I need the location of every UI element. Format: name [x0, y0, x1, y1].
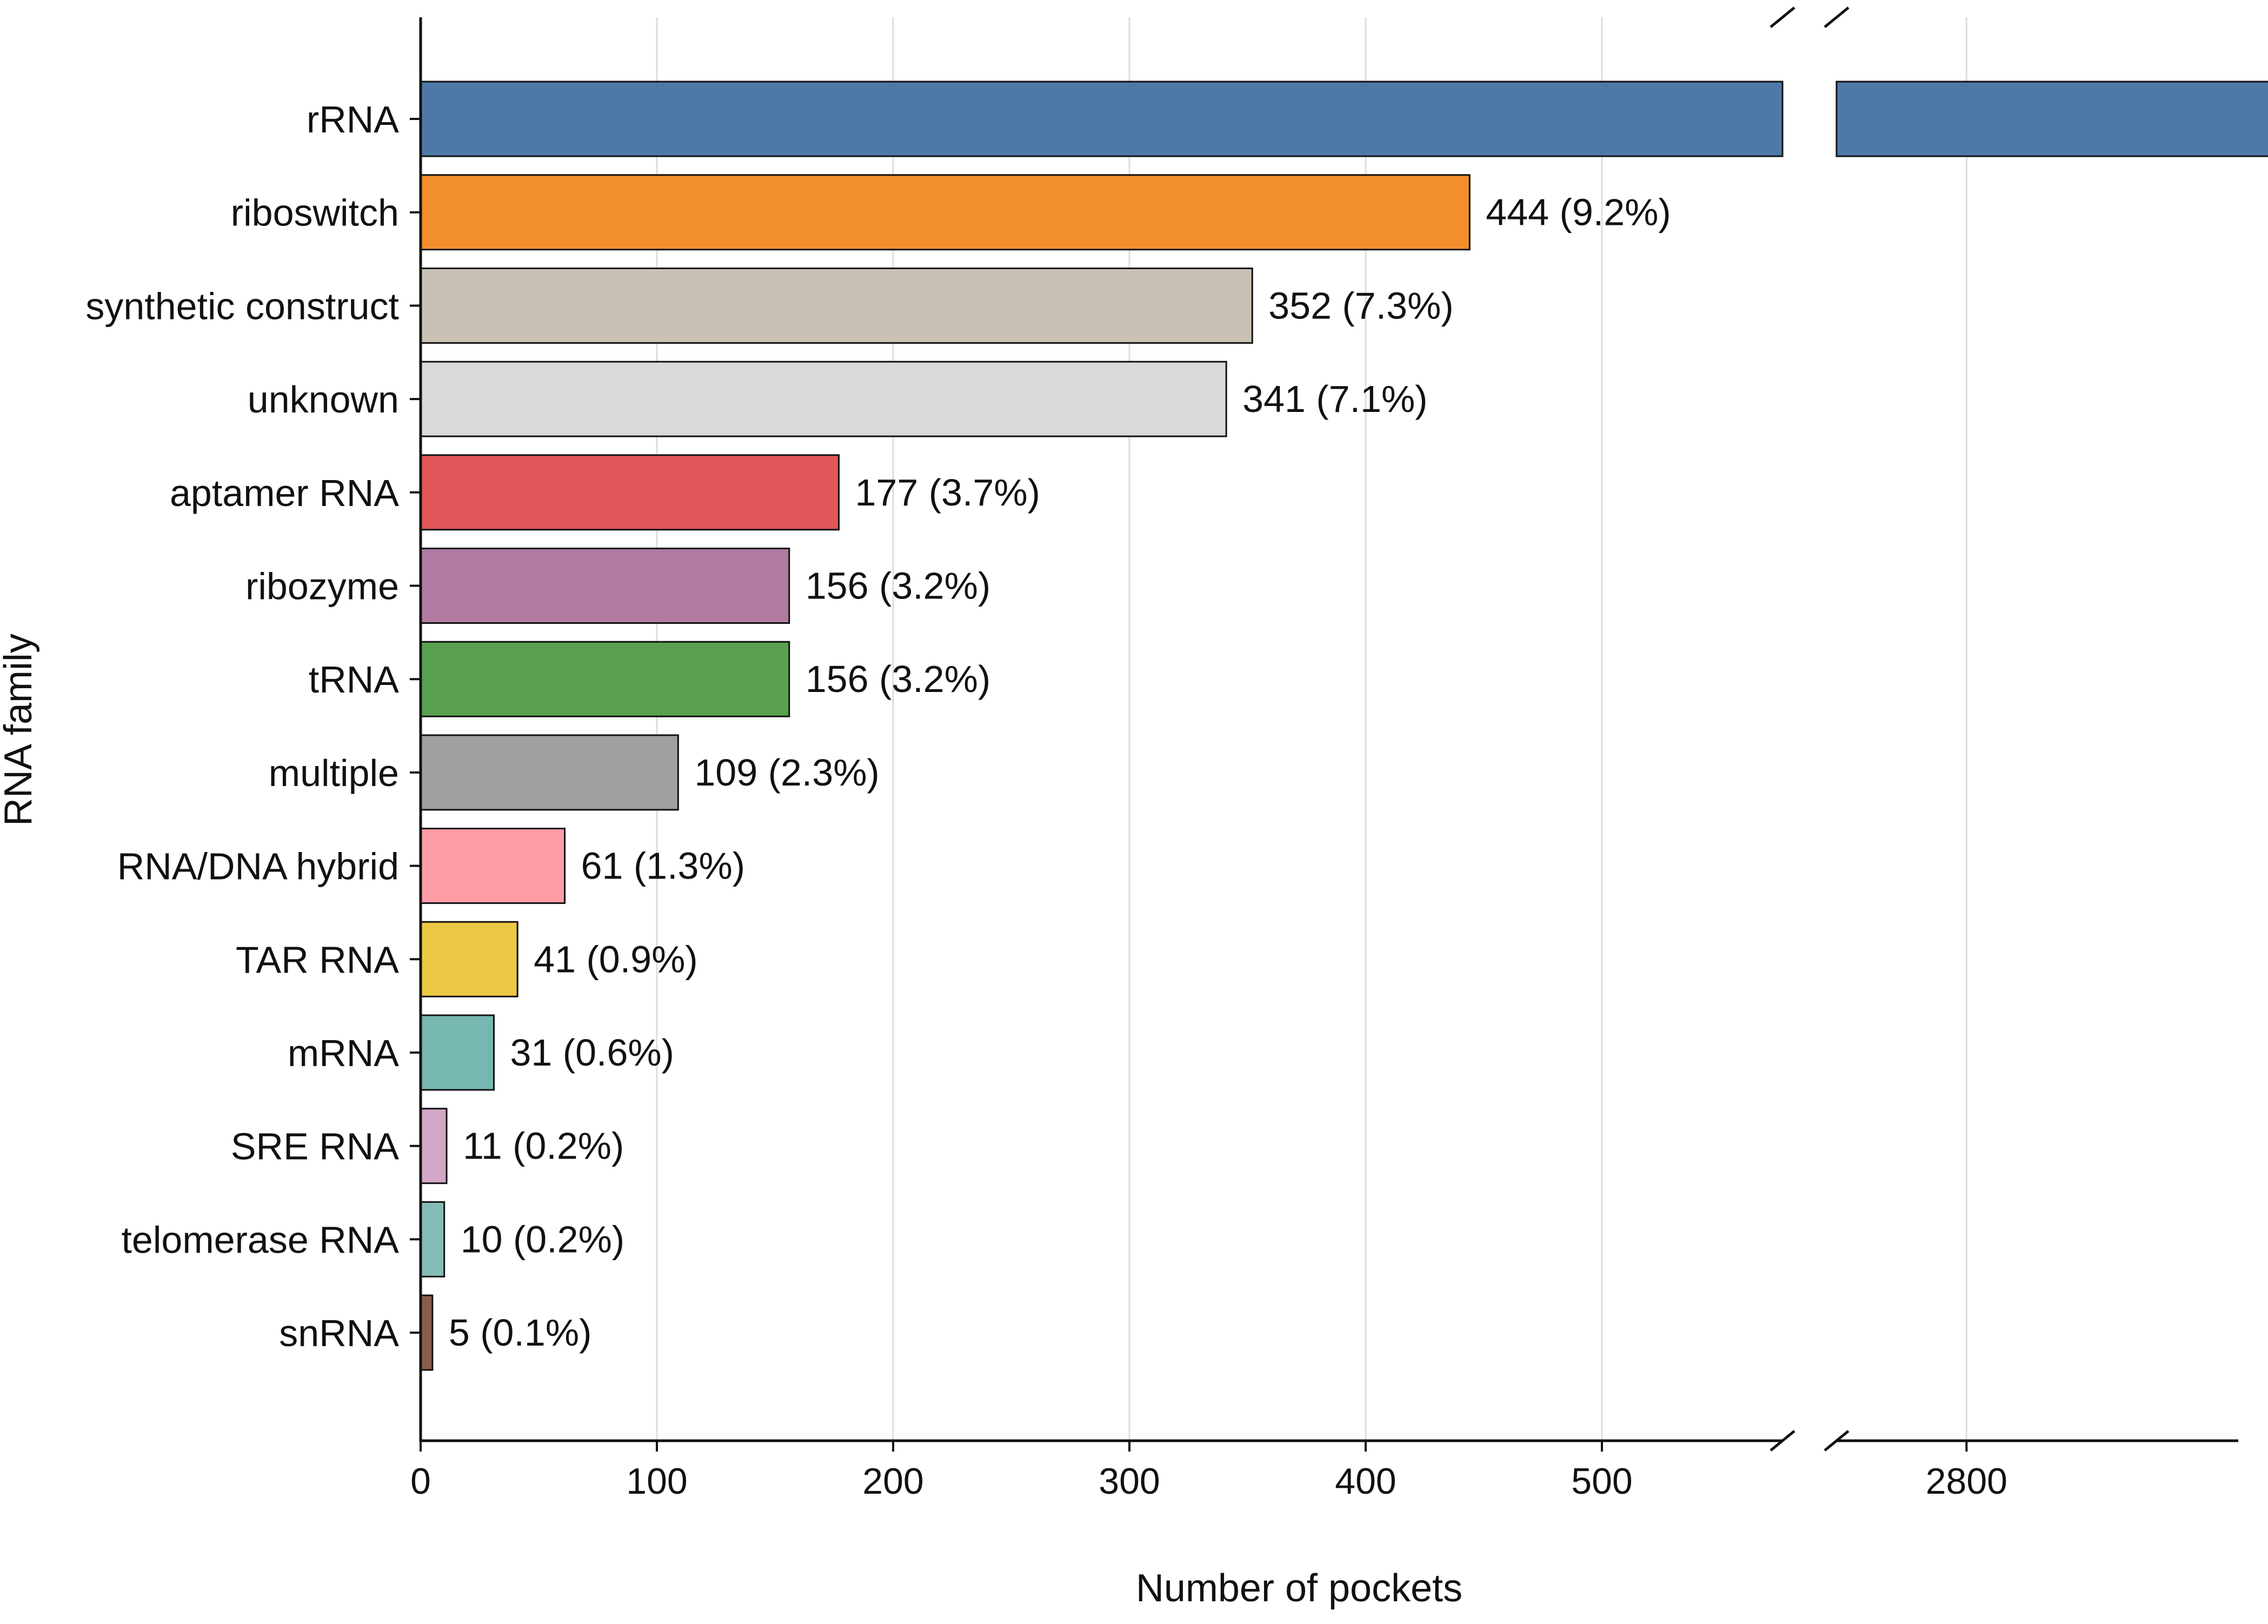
value-label: 352 (7.3%): [1268, 284, 1453, 327]
bar: [420, 734, 679, 811]
x-tick-labels: 010020030040050028003000: [410, 1441, 2007, 1502]
value-label: 5 (0.1%): [449, 1312, 592, 1354]
value-label: 11 (0.2%): [463, 1125, 624, 1167]
value-label: 31 (0.6%): [510, 1031, 674, 1074]
x-tick-label: 0: [410, 1461, 431, 1502]
bar: [420, 828, 566, 904]
bar: [420, 361, 1227, 437]
value-labels: 2928 (60.7%)444 (9.2%)352 (7.3%)341 (7.1…: [449, 191, 1671, 1354]
axis-break-marker: [1824, 6, 1850, 28]
x-tick-label: 100: [626, 1461, 687, 1502]
bar: [420, 921, 518, 997]
axis-break-marker: [1770, 6, 1795, 28]
x-tick-label: 500: [1571, 1461, 1632, 1502]
x-tick-label: 300: [1099, 1461, 1160, 1502]
value-label: 109 (2.3%): [694, 751, 879, 794]
bar-segment-continued: [1835, 81, 2268, 157]
value-label: 156 (3.2%): [806, 565, 990, 607]
bar: [420, 454, 840, 531]
category-label: aptamer RNA: [170, 472, 399, 514]
value-label: 444 (9.2%): [1486, 191, 1671, 234]
category-label: RNA/DNA hybrid: [117, 846, 399, 888]
bar: [420, 1108, 448, 1184]
bar: [420, 641, 790, 717]
x-tick-label: 400: [1335, 1461, 1396, 1502]
category-label: unknown: [248, 378, 399, 421]
value-label: 41 (0.9%): [534, 938, 697, 980]
value-label: 156 (3.2%): [806, 658, 990, 700]
category-labels: rRNA riboswitch synthetic construct unknown…: [85, 98, 421, 1354]
category-label: rRNA: [307, 98, 399, 141]
category-label: riboswitch: [231, 192, 399, 234]
value-label: 341 (7.1%): [1242, 378, 1427, 420]
bar: [420, 548, 790, 624]
bar: [420, 1201, 445, 1277]
category-label: multiple: [269, 752, 399, 794]
category-label: telomerase RNA: [121, 1219, 399, 1261]
y-axis-label: RNA family: [0, 634, 40, 826]
bar: [420, 174, 1471, 251]
bars: [420, 81, 2268, 1371]
x-axis-label: Number of pockets: [1136, 1567, 1462, 1610]
category-label: mRNA: [288, 1032, 399, 1074]
value-label: 61 (1.3%): [581, 845, 745, 887]
value-label: 10 (0.2%): [461, 1218, 624, 1260]
category-label: tRNA: [309, 658, 400, 701]
category-label: snRNA: [279, 1312, 399, 1354]
bar: [420, 267, 1253, 344]
value-label: 177 (3.7%): [855, 471, 1040, 514]
x-tick-label: 2800: [1926, 1461, 2007, 1502]
x-tick-label: 200: [862, 1461, 923, 1502]
category-label: synthetic construct: [85, 285, 399, 327]
bar: [420, 1014, 495, 1091]
gridlines: [656, 17, 1967, 1441]
category-label: TAR RNA: [236, 939, 399, 981]
category-label: SRE RNA: [231, 1126, 399, 1168]
bar: [420, 81, 1784, 157]
bar: [420, 1294, 434, 1371]
axis-break-marker: [1824, 1430, 1850, 1452]
axis-break-marker: [1770, 1430, 1795, 1452]
axes: [419, 6, 2238, 1452]
category-label: ribozyme: [245, 565, 399, 608]
